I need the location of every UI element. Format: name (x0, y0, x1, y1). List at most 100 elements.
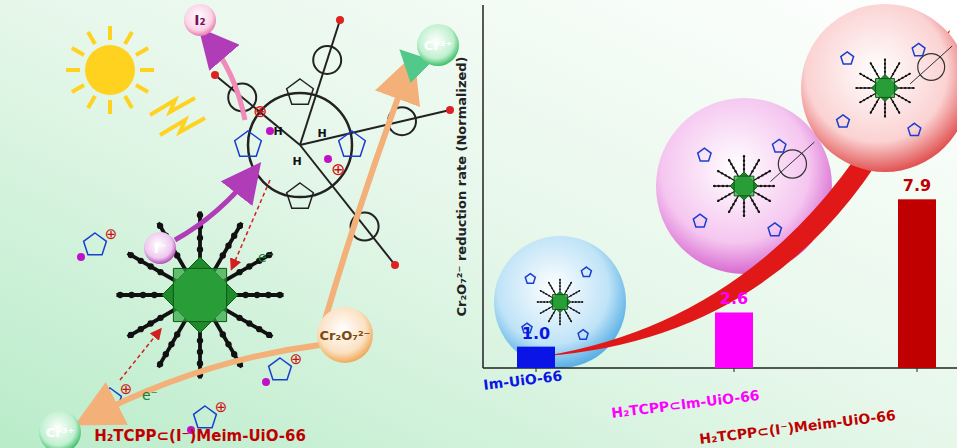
atom (567, 287, 569, 289)
iodide-ion (266, 127, 274, 135)
atom (732, 167, 734, 169)
bar (517, 347, 555, 368)
atom (734, 170, 736, 172)
octahedron (730, 172, 758, 200)
atom (870, 79, 872, 81)
octahedron (549, 291, 570, 312)
imidazole-ring (693, 214, 706, 227)
atom (138, 258, 144, 264)
atom-label: H (273, 125, 282, 138)
atom (864, 87, 866, 89)
zr-cluster (713, 155, 775, 217)
sun-ray (125, 96, 132, 108)
atom (730, 163, 732, 165)
atom (236, 269, 242, 275)
data-label: 7.9 (903, 176, 931, 195)
electron-label: e⁻ (142, 387, 158, 403)
atom (728, 176, 730, 178)
canvas: HHH⊕⊕⊕⊕⊕⊕I₂I⁻Cr³⁺Cr³⁺Cr₂O₇²⁻e⁻e⁻H₂TCPP⊂(… (0, 0, 957, 448)
sun (66, 26, 154, 114)
atom (570, 282, 572, 284)
atom (725, 195, 727, 197)
atom (874, 69, 876, 71)
imidazole-ring (578, 330, 588, 340)
illustration-bubble (801, 4, 957, 172)
atom (138, 326, 144, 332)
imidazole-ring (912, 43, 925, 55)
bar (715, 312, 753, 368)
atom (578, 301, 580, 303)
atom (856, 87, 858, 89)
imidazole-ring (84, 233, 107, 255)
imidazole-ring (287, 79, 314, 104)
atom (717, 200, 719, 202)
atom (743, 155, 745, 157)
atom (581, 301, 583, 303)
x-tick-label: H₂TCPP⊂Im-UiO-66 (610, 387, 760, 421)
octahedron-face (876, 79, 895, 98)
atom-label: H (317, 127, 326, 140)
label-bubble (39, 411, 81, 448)
atom (898, 95, 900, 97)
atom (197, 360, 203, 366)
sun-ray (125, 32, 132, 44)
atom (755, 163, 757, 165)
data-label: 2.6 (720, 289, 748, 308)
atom (860, 87, 862, 89)
atom (721, 172, 723, 174)
charge-label: ⊕ (215, 398, 228, 416)
atom (905, 99, 907, 101)
atom (743, 164, 745, 166)
sun-disc (85, 45, 135, 95)
atom (551, 315, 553, 317)
atom (543, 292, 545, 294)
atom (265, 292, 271, 298)
atom (573, 293, 575, 295)
imidazole-ring (235, 131, 262, 156)
atom (892, 101, 894, 103)
atom (765, 197, 767, 199)
atom (540, 301, 542, 303)
atom (904, 87, 906, 89)
atom (884, 107, 886, 109)
atom (743, 159, 745, 161)
atom (540, 312, 542, 314)
zr-cluster (537, 279, 583, 325)
atom (728, 193, 730, 195)
atom (197, 349, 203, 355)
species-label: I⁻ (154, 240, 167, 256)
atom (157, 223, 163, 229)
carboxyl-o (211, 71, 219, 79)
atom (537, 301, 539, 303)
atom (246, 263, 252, 269)
atom (246, 320, 252, 326)
atom (548, 320, 550, 322)
atom (884, 59, 886, 61)
atom (901, 97, 903, 99)
atom (231, 351, 237, 357)
x-tick-label: H₂TCPP⊂(I⁻)Meim-UiO-66 (698, 407, 896, 447)
atom (753, 203, 755, 205)
atom (576, 292, 578, 294)
iodide-ion (77, 253, 85, 261)
porphyrin: HHH⊕⊕ (211, 16, 454, 269)
bars (517, 199, 936, 368)
atom (765, 172, 767, 174)
atom (743, 202, 745, 204)
atom (559, 317, 561, 319)
atom (874, 104, 876, 106)
atom (760, 185, 762, 187)
light-bolt (150, 98, 195, 115)
atom (231, 233, 237, 239)
iodide-ion (324, 155, 332, 163)
label-bubble (144, 232, 176, 264)
atom (225, 341, 231, 347)
atom (548, 282, 550, 284)
atom (751, 199, 753, 201)
atom (859, 73, 861, 75)
atom (743, 214, 745, 216)
atom (548, 307, 550, 309)
sun-ray (88, 96, 95, 108)
atom (573, 309, 575, 311)
atom (912, 87, 914, 89)
